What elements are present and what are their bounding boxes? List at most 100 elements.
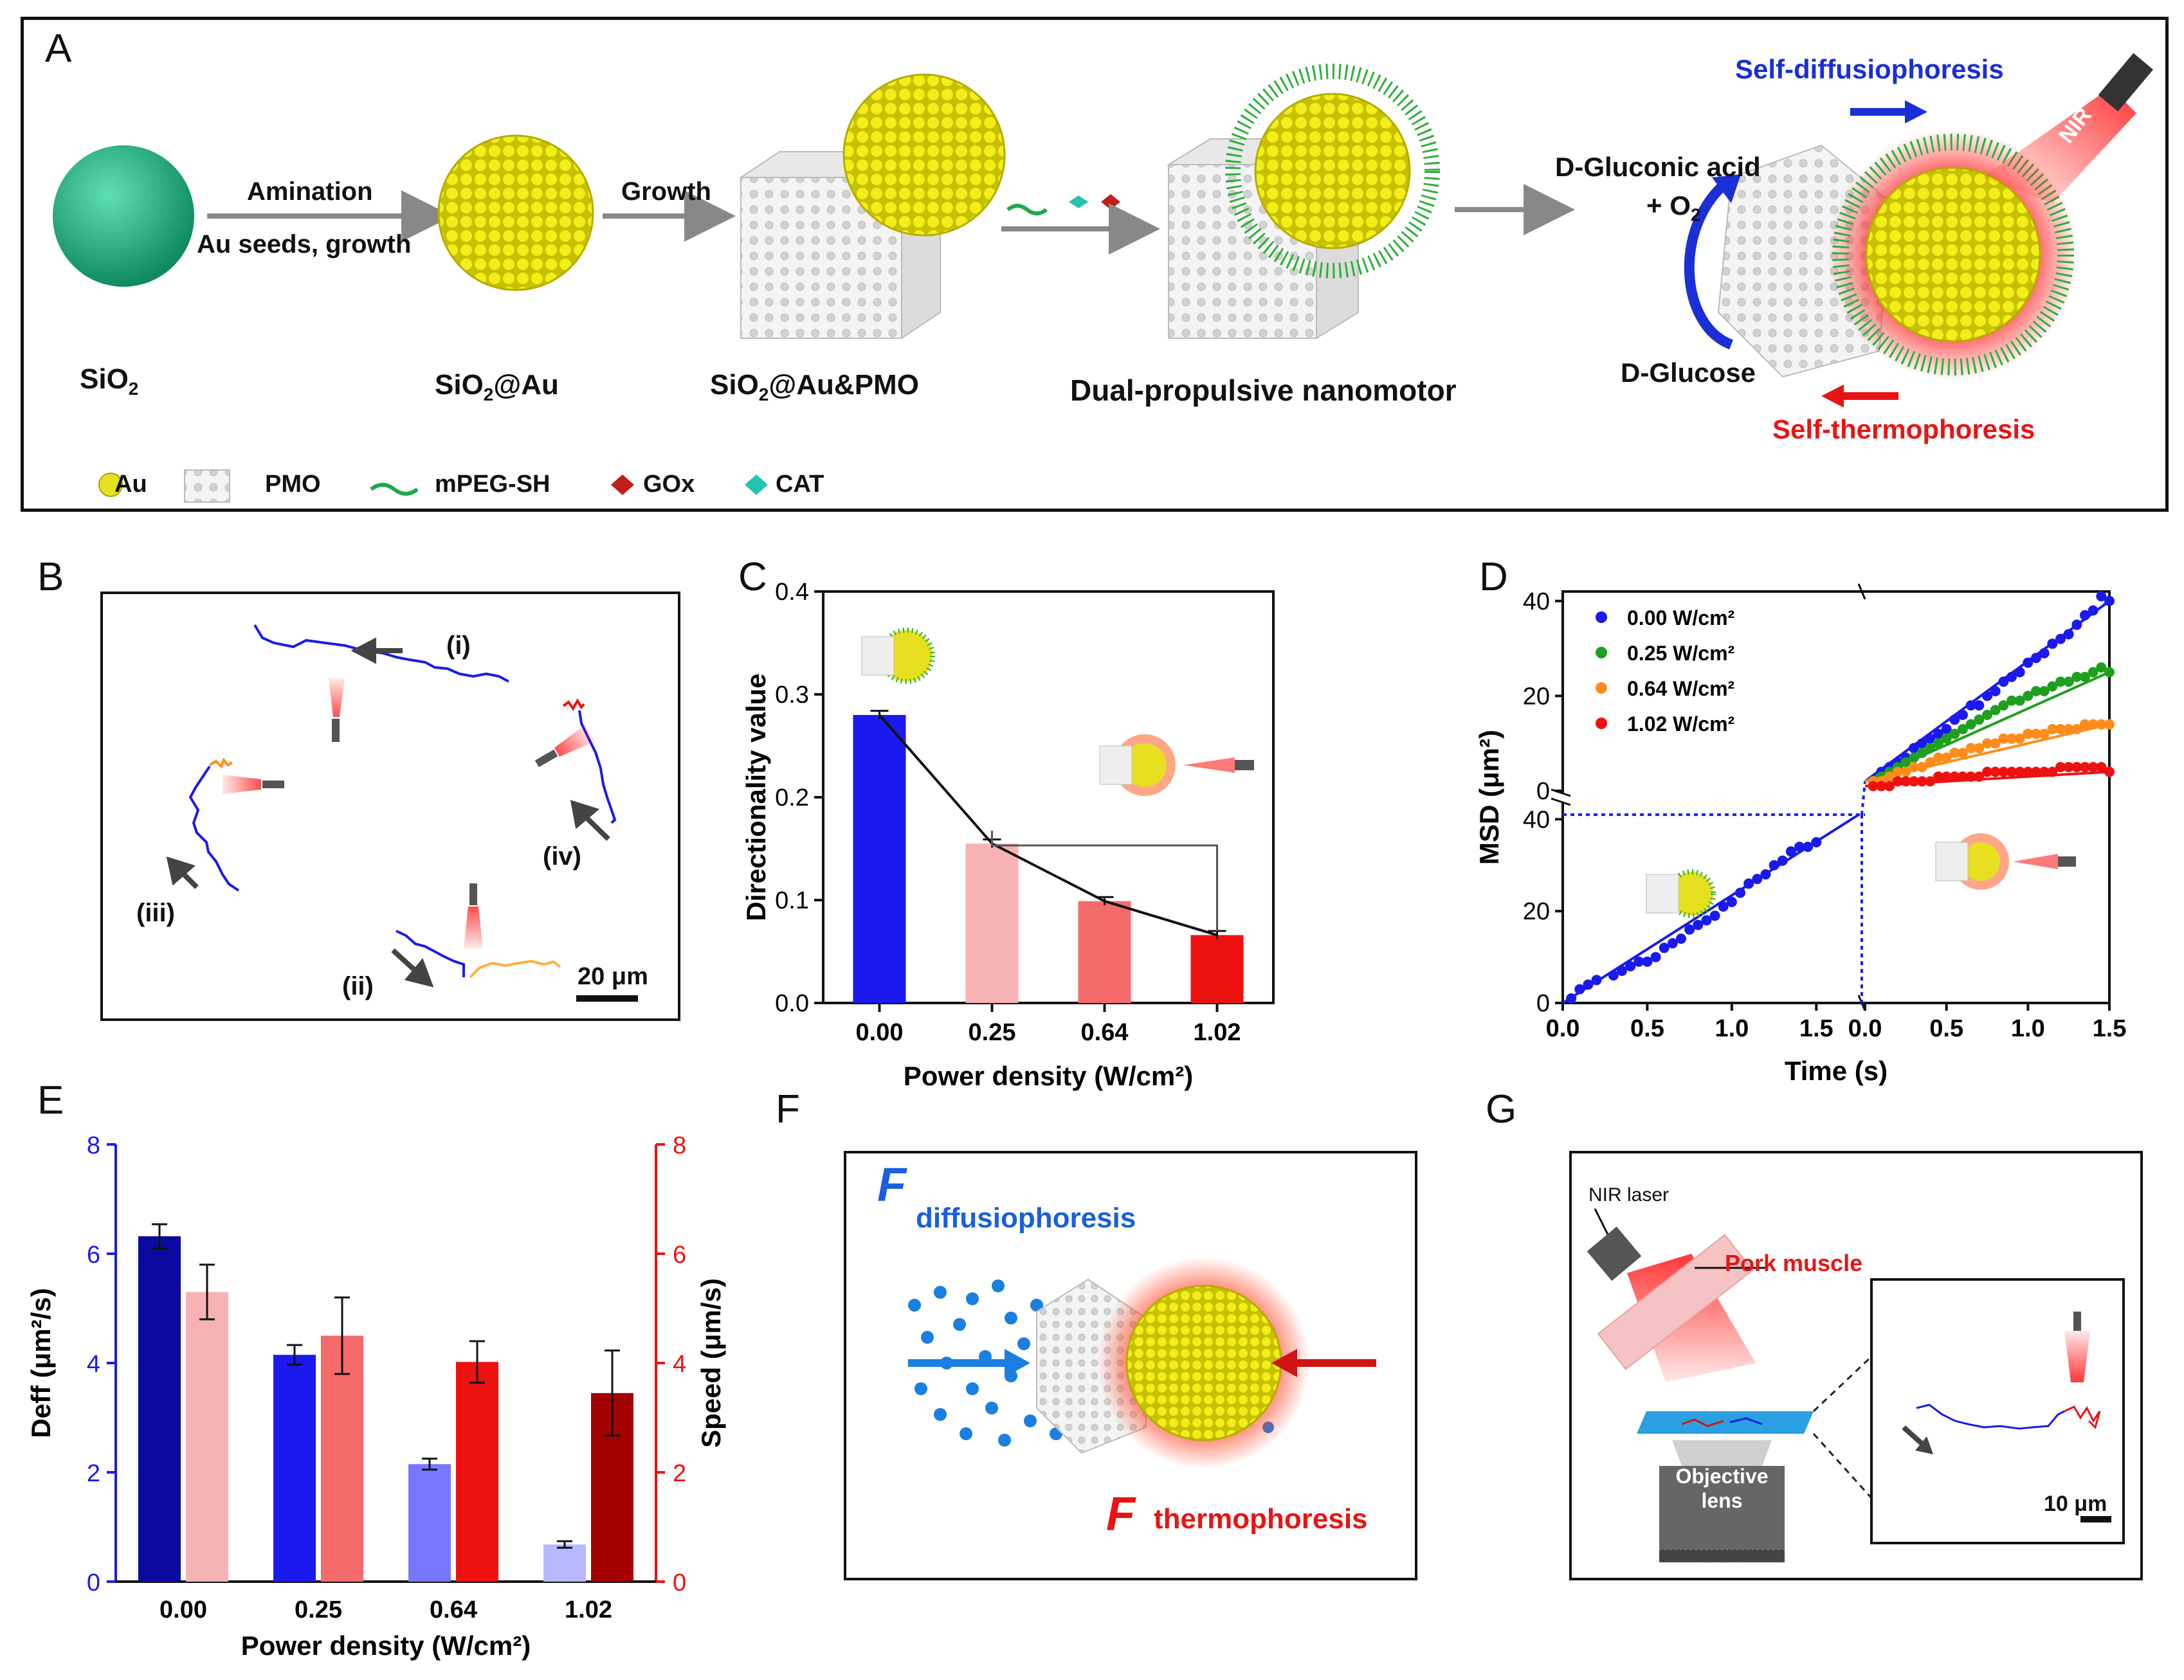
c-bracket bbox=[991, 831, 1218, 932]
d-xtick-label: 0.5 bbox=[1630, 1015, 1664, 1042]
trajectory-iii-orange bbox=[208, 757, 233, 769]
d-lower-ytick-label: 40 bbox=[1523, 806, 1550, 833]
d-xlabel: Time (s) bbox=[1785, 1056, 1888, 1086]
d-lower-fit bbox=[1561, 813, 1860, 1004]
d-point-s2 bbox=[1990, 738, 2001, 749]
e-speed-bar-1 bbox=[321, 1335, 363, 1582]
e-left-ytick-label: 4 bbox=[87, 1351, 100, 1378]
d-fit-s1 bbox=[1864, 671, 2110, 783]
d-upper-ytick-label: 20 bbox=[1523, 683, 1550, 710]
d-inset-pmo-off bbox=[1646, 874, 1679, 914]
panel-g-scheme bbox=[1587, 1208, 2125, 1563]
d-upper-ytick-label: 0 bbox=[1536, 778, 1550, 805]
glucose-reaction-arrow bbox=[1684, 179, 1734, 350]
c-bar-0 bbox=[853, 715, 906, 1003]
legend-mpeg-label: mPEG-SH bbox=[435, 471, 551, 498]
scale-bar-b bbox=[576, 995, 638, 1002]
d-point-s1 bbox=[1982, 709, 1992, 720]
d-legend-label-0: 0.00 W/cm² bbox=[1627, 606, 1734, 629]
d-point-s2 bbox=[1958, 747, 1968, 758]
d-fit-s0 bbox=[1864, 600, 2111, 782]
d-lower-point bbox=[1625, 961, 1636, 971]
c-xtick-label-0: 0.00 bbox=[856, 1019, 904, 1046]
d-point-s1 bbox=[2080, 671, 2090, 682]
e-left-ytick-label: 8 bbox=[87, 1132, 100, 1159]
panel-b-letter: B bbox=[37, 555, 64, 599]
d-legend-marker-1 bbox=[1596, 647, 1607, 658]
d-point-s2 bbox=[1941, 752, 1952, 763]
panel-c-letter: C bbox=[738, 555, 767, 599]
d-legend-label-2: 0.64 W/cm² bbox=[1627, 677, 1734, 700]
trajectory-iv-red bbox=[562, 698, 585, 711]
panel-g-letter: G bbox=[1486, 1087, 1517, 1132]
e-right-ytick-label: 0 bbox=[673, 1569, 686, 1596]
panel-e-chart: 0 0 2 2 4 4 6 6 8 8 0.00 0.25 0.64 1.02 Deff (μm²/s) Sp… bbox=[26, 1132, 726, 1661]
c-xlabel: Power density (W/cm²) bbox=[904, 1061, 1193, 1091]
c-inset-pmo-off bbox=[861, 636, 895, 676]
d-legend-marker-0 bbox=[1596, 611, 1607, 623]
d-legend-label-1: 0.25 W/cm² bbox=[1627, 642, 1734, 665]
d-point-s1 bbox=[2055, 676, 2066, 687]
d-point-s2 bbox=[1965, 743, 1976, 754]
d-point-s3 bbox=[2063, 762, 2074, 773]
sio2-label: SiO2 bbox=[80, 363, 139, 399]
d-lower-point bbox=[1693, 919, 1704, 930]
d-lower-point bbox=[1667, 938, 1678, 949]
c-xtick-label-2: 0.64 bbox=[1081, 1019, 1129, 1046]
d-point-s1 bbox=[1958, 724, 1968, 735]
d-ybreak bbox=[1551, 788, 1571, 797]
d-inset-beam bbox=[2013, 854, 2058, 869]
d-point-s3 bbox=[1998, 766, 2009, 777]
legend-au-icon bbox=[98, 473, 123, 497]
d-upper-ytick-label: 40 bbox=[1523, 588, 1550, 615]
c-ylabel: Directionality value bbox=[741, 673, 771, 921]
d-fit-s2 bbox=[1864, 723, 2110, 783]
d-point-s1 bbox=[1974, 714, 1985, 725]
d-lower-point bbox=[1659, 943, 1670, 953]
c-ytick-label: 0.0 bbox=[775, 990, 809, 1017]
d-point-s2 bbox=[1949, 747, 1960, 758]
d-point-s2 bbox=[2047, 724, 2058, 735]
sio2-sphere bbox=[53, 145, 194, 287]
nir-laser-label: NIR laser bbox=[1588, 1184, 1670, 1206]
d-lower-point bbox=[1785, 846, 1796, 857]
e-deff-bar-2 bbox=[408, 1464, 451, 1582]
d-point-s2 bbox=[2007, 733, 2017, 744]
o2-label: + O2 bbox=[1646, 190, 1701, 225]
d-lower-ytick-label: 0 bbox=[1536, 990, 1550, 1017]
trajectory-i bbox=[253, 624, 509, 683]
d-fit-s3 bbox=[1864, 770, 2110, 788]
d-point-s0 bbox=[1933, 728, 1943, 739]
e-right-ytick-label: 8 bbox=[673, 1132, 686, 1159]
legend-cat-label: CAT bbox=[776, 471, 824, 498]
d-lower-point bbox=[1777, 855, 1788, 866]
sio2-au-pmo-label: SiO2@Au&PMO bbox=[710, 369, 919, 404]
d-point-s2 bbox=[2104, 719, 2115, 730]
legend-mpeg-icon bbox=[370, 483, 419, 496]
objective-lens bbox=[1659, 1466, 1785, 1562]
panel-a-scheme bbox=[53, 53, 2154, 503]
d-point-s3 bbox=[2080, 762, 2090, 773]
c-bar-2 bbox=[1078, 901, 1131, 1003]
d-point-s2 bbox=[2023, 728, 2034, 739]
d-point-s3 bbox=[1990, 766, 2001, 777]
d-point-s0 bbox=[1998, 676, 2009, 687]
c-xtick-label-3: 1.02 bbox=[1194, 1019, 1241, 1046]
label-i: (i) bbox=[446, 631, 471, 660]
d-point-s1 bbox=[1933, 738, 1943, 749]
d-point-s1 bbox=[2088, 667, 2098, 678]
e-xlabel: Power density (W/cm²) bbox=[241, 1630, 531, 1661]
d-point-s2 bbox=[2080, 719, 2090, 730]
c-inset-laser-icon bbox=[1235, 760, 1254, 770]
d-point-s1 bbox=[2096, 662, 2107, 673]
d-xtick-label: 1.0 bbox=[1715, 1015, 1749, 1042]
c-ytick-label: 0.3 bbox=[775, 682, 809, 709]
growth-label: Growth bbox=[621, 177, 711, 206]
c-bar-3 bbox=[1190, 935, 1244, 1003]
d-legend-marker-3 bbox=[1596, 718, 1607, 729]
panel-b-trajectories bbox=[166, 624, 638, 1002]
d-point-s1 bbox=[2039, 686, 2050, 696]
g-inset-trajectory-red bbox=[2064, 1405, 2101, 1429]
legend-gox-icon bbox=[611, 474, 634, 495]
